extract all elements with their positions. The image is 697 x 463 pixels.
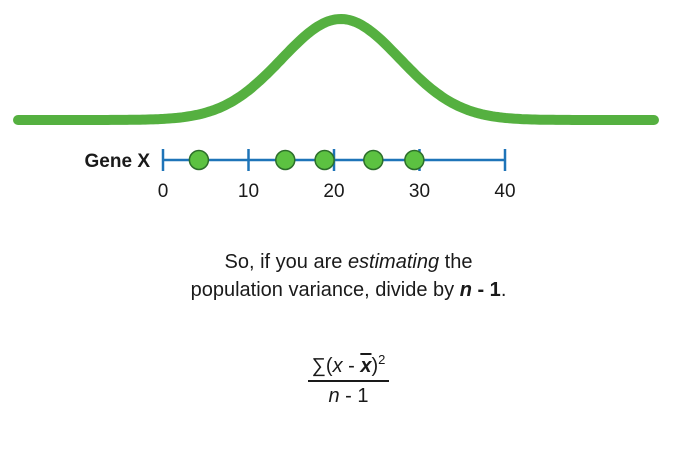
data-point-4: [363, 149, 384, 171]
data-point-3: [314, 149, 335, 171]
normal-distribution-curve: [13, 14, 659, 125]
tick-label-0: 0: [158, 181, 169, 202]
minus-sign: -: [342, 355, 361, 377]
close-paren: ): [371, 355, 379, 377]
formula-denominator: n - 1: [308, 382, 390, 408]
minus-one: - 1: [339, 385, 369, 407]
exponent: 2: [378, 352, 386, 367]
tick-label-20: 20: [323, 181, 344, 202]
data-point-1: [188, 149, 210, 171]
sigma-symbol: ∑: [311, 355, 326, 377]
gene-x-axis-label: Gene X: [85, 151, 151, 172]
n-variable: n: [328, 385, 340, 407]
data-points: [188, 149, 425, 171]
x-bar-mean: x: [360, 355, 372, 377]
caption-text: So, if you are: [224, 251, 348, 273]
axis-tick-labels: 0 10 20 30 40: [158, 181, 516, 202]
data-point-2: [275, 149, 296, 171]
tick-label-40: 40: [494, 181, 515, 202]
caption-text: population variance, divide by: [190, 279, 460, 301]
caption-period: .: [500, 279, 507, 301]
formula-fraction: ∑(x - x)2 n - 1: [307, 352, 390, 408]
sample-variance-formula: ∑(x - x)2 n - 1: [0, 352, 697, 408]
caption-text: the: [439, 251, 473, 273]
tick-label-10: 10: [238, 181, 259, 202]
caption-minus-one: - 1: [471, 279, 501, 301]
caption-emphasis: estimating: [347, 251, 440, 273]
caption-line-1: So, if you are estimating the: [0, 248, 697, 276]
data-point-5: [404, 149, 425, 171]
caption-line-2: population variance, divide by n - 1.: [0, 276, 697, 304]
tick-label-30: 30: [409, 181, 430, 202]
open-paren: (: [325, 355, 333, 377]
x-variable: x: [332, 355, 343, 377]
caption-n-symbol: n: [459, 279, 472, 301]
formula-numerator: ∑(x - x)2: [307, 352, 390, 382]
